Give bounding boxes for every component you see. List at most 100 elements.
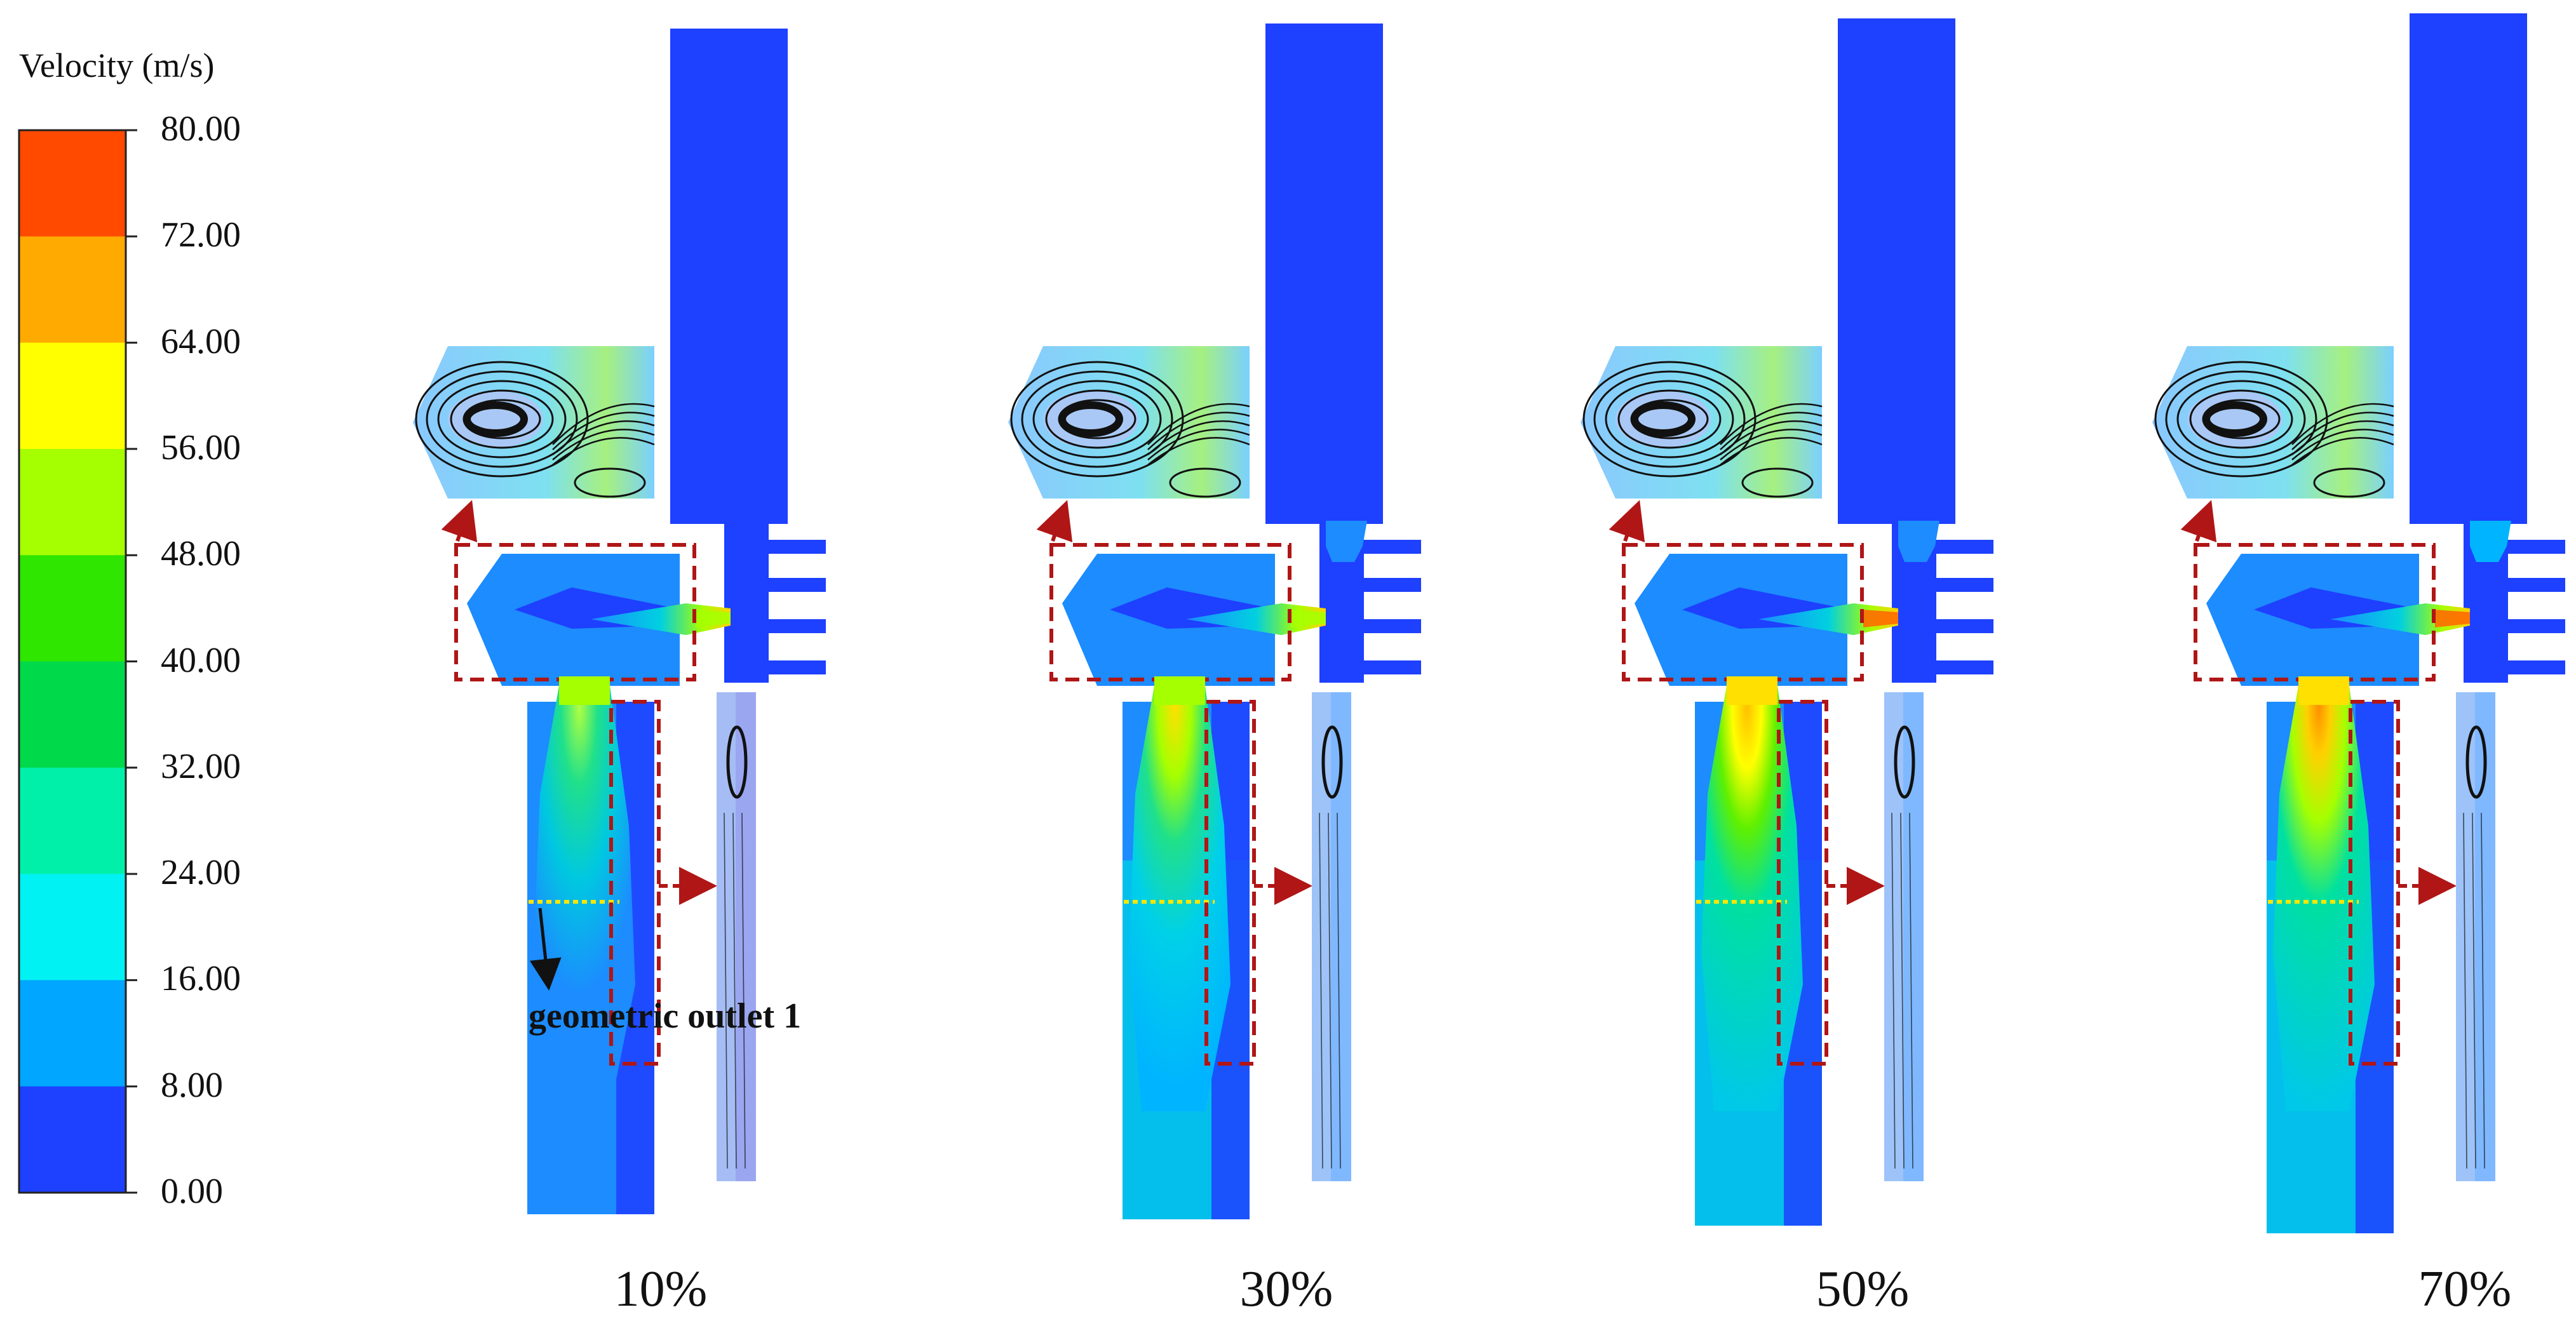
colorbar-band xyxy=(19,236,126,344)
riser-duct xyxy=(670,29,788,524)
case-label: 30% xyxy=(1239,1261,1333,1317)
inset-streamline xyxy=(1147,420,1250,455)
colorbar-tick-label: 16.00 xyxy=(161,959,241,999)
inset-streamline xyxy=(1720,403,1823,445)
inset-streamline xyxy=(426,370,578,468)
colorbar-band xyxy=(19,1086,126,1193)
inset-streamline xyxy=(552,429,655,460)
inset-streamline xyxy=(1147,403,1250,445)
fin-throat xyxy=(1326,521,1367,562)
wall-zoom-inset xyxy=(1884,692,1924,1181)
colorbar-band xyxy=(19,130,126,237)
nozzle-tip xyxy=(1863,610,1898,627)
fin-plate xyxy=(1339,619,1421,633)
colorbar-tick-label: 48.00 xyxy=(161,534,241,574)
colorbar-tick-label: 24.00 xyxy=(161,853,241,893)
inset-streamline xyxy=(2291,412,2394,450)
inset-streamline xyxy=(1045,389,1149,449)
riser-duct xyxy=(2410,13,2527,524)
fin-plate xyxy=(2483,660,2565,674)
chamber-zoom-inset xyxy=(2152,346,2394,499)
fin-plate xyxy=(1911,619,1993,633)
inset-vortex-core xyxy=(1615,391,1711,448)
strip-streamline xyxy=(2481,812,2485,1169)
inset-streamline xyxy=(2154,361,2328,478)
case-label: 50% xyxy=(1816,1261,1910,1317)
strip-light xyxy=(2456,692,2475,1181)
inset-streamline xyxy=(552,437,655,466)
colorbar-tick-label: 64.00 xyxy=(161,321,241,361)
fin-plate xyxy=(1339,578,1421,592)
inset-streamline xyxy=(2291,420,2394,455)
strip-streamline xyxy=(1909,812,1913,1169)
inset-streamline xyxy=(1720,412,1823,450)
zoom-arrow-top xyxy=(441,500,478,542)
fin-plate xyxy=(743,578,826,592)
zoom-arrow-top xyxy=(1036,500,1073,542)
outlet-fins xyxy=(724,521,826,683)
fin-throat xyxy=(2470,521,2511,562)
inset-streamline xyxy=(552,412,655,450)
zoom-arrow-top xyxy=(1608,500,1645,542)
legend-title: Velocity (m/s) xyxy=(19,46,215,84)
inset-streamline xyxy=(2176,380,2306,459)
jet-plume xyxy=(2273,686,2375,1111)
jet-neck xyxy=(1727,676,1777,705)
strip-streamline xyxy=(1337,812,1341,1169)
inset-streamline xyxy=(2291,403,2394,445)
inset-streamline xyxy=(1147,412,1250,450)
wall-highlight-frame xyxy=(1204,700,1256,1066)
case-panel xyxy=(1581,18,1993,1226)
jet-plume xyxy=(1701,686,1803,1111)
inset-streamline xyxy=(1032,380,1162,459)
wall-highlight-frame xyxy=(1777,700,1828,1066)
chamber-highlight-frame xyxy=(1622,543,1864,681)
fin-plate xyxy=(1911,660,1993,674)
wall-highlight-frame xyxy=(609,700,661,1066)
colorbar-tick-label: 8.00 xyxy=(161,1065,223,1105)
case-label: 10% xyxy=(614,1261,708,1317)
colorbar-band xyxy=(19,874,126,981)
inset-streamline xyxy=(552,420,655,455)
inset-streamline xyxy=(1147,437,1250,466)
inset-streamline xyxy=(2165,370,2317,468)
strip-streamline xyxy=(1319,812,1323,1169)
strip-vortex xyxy=(2465,725,2487,799)
strip-light xyxy=(717,692,736,1181)
chamber-highlight-frame xyxy=(1049,543,1291,681)
jet-plume xyxy=(1129,686,1231,1111)
chamber-highlight-frame xyxy=(454,543,696,681)
inset-streamline xyxy=(552,403,655,445)
inset-streamline xyxy=(1605,380,1734,459)
fin-plate xyxy=(2483,578,2565,592)
chamber-zoom-inset xyxy=(413,346,655,499)
strip-vortex xyxy=(1894,725,1915,799)
inset-streamline xyxy=(1720,420,1823,455)
jet-plume xyxy=(534,686,635,1111)
strip-vortex xyxy=(726,725,748,799)
fin-throat xyxy=(1898,521,1939,562)
inset-streamline xyxy=(2313,467,2385,498)
inset-streamline xyxy=(1720,429,1823,460)
inset-streamline xyxy=(450,389,554,449)
inset-streamline xyxy=(2291,429,2394,460)
inset-streamline xyxy=(415,361,589,478)
inset-vortex-core xyxy=(1043,391,1138,448)
wall-zoom-inset xyxy=(2456,692,2495,1181)
strip-streamline xyxy=(732,812,737,1169)
strip-light xyxy=(1884,692,1903,1181)
chamber-highlight-frame xyxy=(2194,543,2436,681)
inset-streamline xyxy=(1010,361,1184,478)
velocity-cases xyxy=(413,13,2565,1233)
outlet-fins xyxy=(1892,521,1993,683)
fin-plate xyxy=(743,540,826,554)
strip-light xyxy=(1312,692,1331,1181)
colorbar-band xyxy=(19,448,126,556)
outlet-pointer-arrow xyxy=(529,908,562,991)
fin-plate xyxy=(2483,619,2565,633)
nozzle-tip xyxy=(696,610,731,627)
outlet-fins xyxy=(1319,521,1421,683)
inset-streamline xyxy=(437,380,567,459)
colorbar-tick-label: 0.00 xyxy=(161,1172,223,1211)
inset-vortex-ring xyxy=(1631,401,1696,437)
